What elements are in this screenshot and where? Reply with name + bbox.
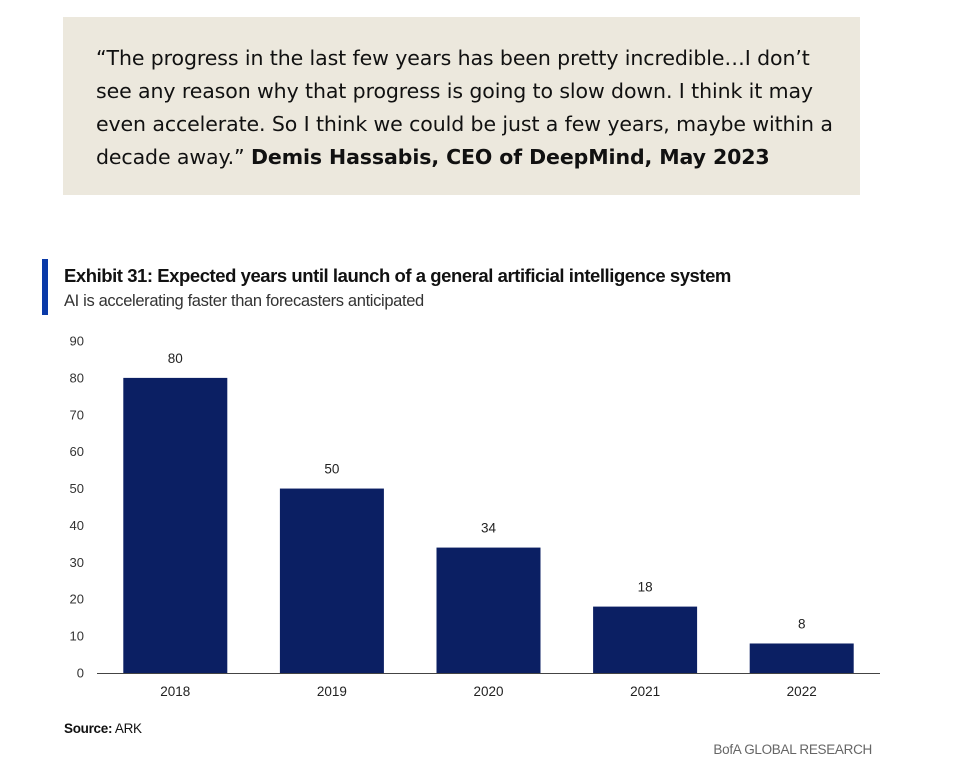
- x-tick-label: 2022: [787, 684, 817, 699]
- data-label: 80: [168, 351, 183, 366]
- source-label: Source:: [64, 721, 113, 736]
- x-tick-label: 2018: [160, 684, 190, 699]
- y-tick-label: 20: [70, 592, 84, 607]
- quote-box: “The progress in the last few years has …: [63, 17, 860, 195]
- source-value: ARK: [114, 721, 142, 736]
- y-tick-label: 50: [70, 481, 84, 496]
- footer-brand: BofA GLOBAL RESEARCH: [713, 742, 872, 757]
- exhibit-accent-bar: [42, 259, 48, 315]
- data-label: 34: [481, 521, 497, 536]
- bar-2021: [593, 606, 698, 673]
- quote-text: “The progress in the last few years has …: [96, 42, 836, 174]
- y-tick-label: 70: [70, 407, 84, 422]
- y-tick-label: 0: [77, 666, 84, 681]
- data-label: 8: [798, 616, 806, 631]
- y-tick-label: 60: [70, 444, 84, 459]
- y-tick-label: 40: [70, 518, 84, 533]
- exhibit-subtitle: AI is accelerating faster than forecaste…: [64, 292, 424, 310]
- quote-attribution: Demis Hassabis, CEO of DeepMind, May 202…: [250, 145, 770, 169]
- data-label: 50: [324, 462, 339, 477]
- y-tick-label: 30: [70, 555, 84, 570]
- y-tick-label: 10: [70, 629, 84, 644]
- y-tick-label: 80: [70, 370, 84, 385]
- quote-body: “The progress in the last few years has …: [96, 46, 833, 169]
- bar-2018: [123, 377, 228, 673]
- exhibit-title: Exhibit 31: Expected years until launch …: [64, 265, 731, 286]
- data-label: 18: [638, 580, 653, 595]
- bar-2020: [436, 547, 541, 673]
- x-tick-label: 2020: [473, 684, 503, 699]
- x-tick-label: 2019: [317, 684, 347, 699]
- bar-chart: 0 10 20 30 40 50 60 70 80 90 80 2018 50 2019 34 2020 18 2…: [70, 334, 880, 699]
- y-tick-label: 90: [70, 334, 84, 349]
- x-tick-label: 2021: [630, 684, 660, 699]
- bar-2019: [279, 488, 384, 673]
- bar-2022: [749, 643, 854, 673]
- source-note: Source: ARK: [64, 721, 142, 736]
